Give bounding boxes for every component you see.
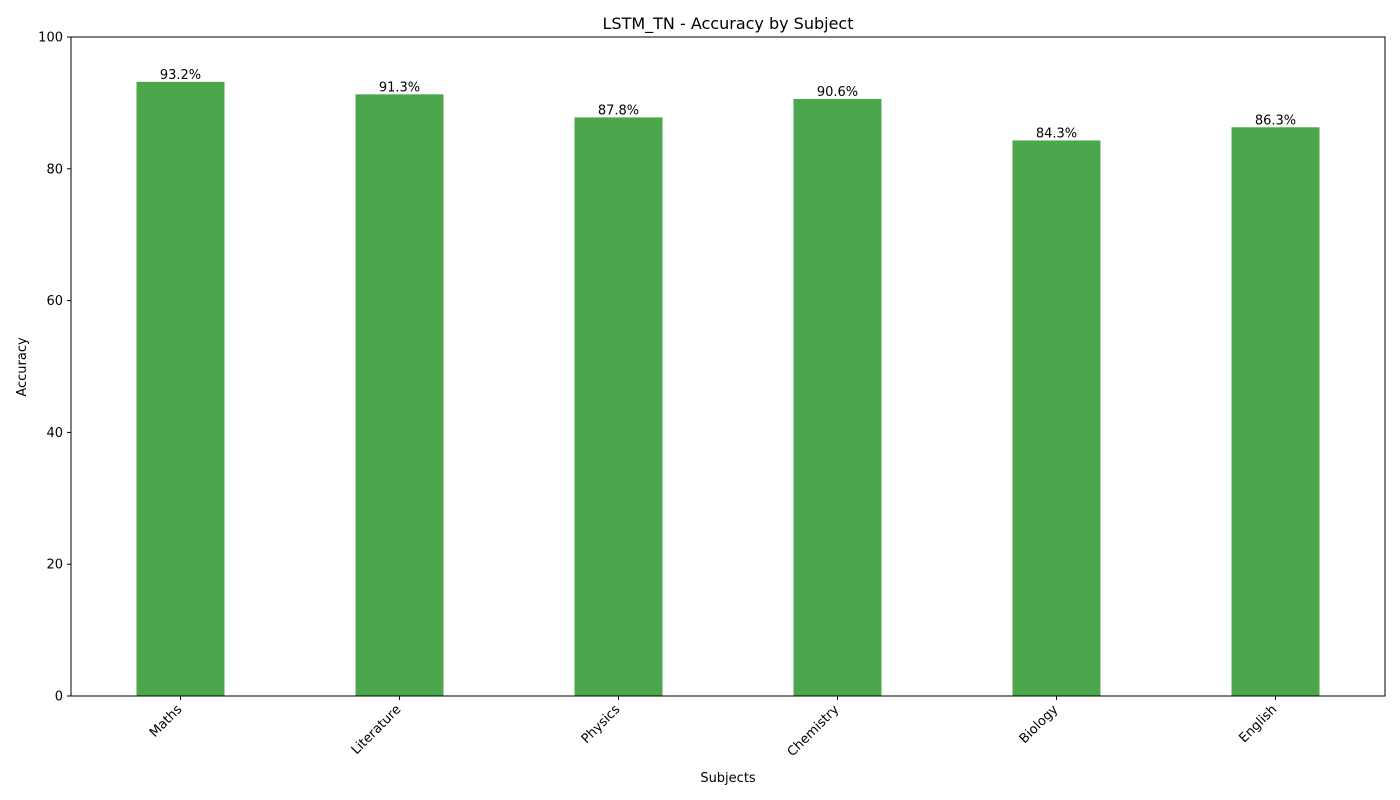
- bar-biology: [1012, 140, 1101, 696]
- x-tick-label: Chemistry: [785, 702, 843, 760]
- y-axis-label: Accuracy: [15, 337, 30, 397]
- y-tick-label: 100: [38, 31, 63, 46]
- bar-english: [1231, 127, 1320, 696]
- bar-value-label: 84.3%: [1036, 126, 1077, 141]
- y-tick-label: 40: [46, 426, 63, 441]
- bar-maths: [136, 81, 225, 696]
- y-tick-label: 80: [46, 162, 63, 177]
- bar-value-label: 91.3%: [379, 80, 420, 95]
- bar-literature: [355, 94, 444, 696]
- bar-value-label: 86.3%: [1255, 113, 1296, 128]
- x-tick-label: Physics: [579, 702, 624, 747]
- bar-value-label: 90.6%: [817, 85, 858, 100]
- bar-value-label: 87.8%: [598, 103, 639, 118]
- bar-physics: [574, 117, 663, 696]
- x-tick-label: Literature: [349, 702, 405, 758]
- x-axis-label: Subjects: [700, 771, 756, 786]
- plot-area: 93.2% 91.3% 87.8% 90.6% 84.3% 86.3% 0 20 40 60 80 1…: [38, 31, 1386, 760]
- y-tick-label: 20: [46, 558, 63, 573]
- chart-title: LSTM_TN - Accuracy by Subject: [603, 14, 854, 34]
- x-tick-label: Maths: [147, 702, 186, 741]
- bar-value-label: 93.2%: [160, 68, 201, 83]
- x-tick-label: English: [1237, 702, 1281, 746]
- y-tick-label: 60: [46, 294, 63, 309]
- bar-chemistry: [793, 98, 882, 697]
- axes-frame: [70, 36, 1386, 697]
- y-tick-label: 0: [55, 690, 63, 705]
- x-tick-label: Biology: [1017, 702, 1062, 747]
